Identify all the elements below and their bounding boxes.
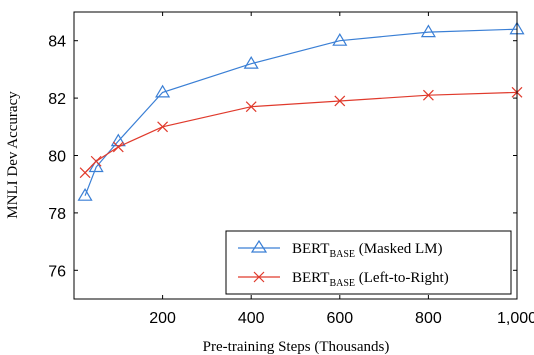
x-axis-title: Pre-training Steps (Thousands) [203, 339, 390, 355]
data-point-masked-lm [77, 188, 93, 201]
x-tick-label: 800 [415, 310, 442, 327]
data-point-masked-lm [332, 33, 348, 46]
legend-label-left-to-right-main: BERT [292, 270, 329, 286]
data-point-left-to-right [90, 155, 102, 167]
legend-box [225, 230, 512, 295]
svg-text:BERTBASE (Left-to-Right): BERTBASE (Left-to-Right) [292, 270, 449, 289]
legend-label-left-to-right-suffix: (Left-to-Right) [355, 270, 449, 286]
legend: BERTBASE (Masked LM) BERTBASE (Left-to-R… [225, 230, 512, 295]
y-axis-title: MNLI Dev Accuracy [5, 91, 21, 219]
x-tick-label: 400 [238, 310, 265, 327]
y-tick-label: 80 [48, 149, 66, 166]
legend-label-masked-lm-sub: BASE [329, 249, 355, 260]
series-layer [77, 21, 525, 201]
data-point-masked-lm [155, 84, 171, 98]
data-point-left-to-right [112, 141, 124, 153]
y-tick-label: 82 [48, 91, 66, 108]
y-tick-label: 76 [48, 263, 66, 280]
data-point-masked-lm [88, 159, 104, 173]
data-point-left-to-right [157, 121, 169, 133]
legend-label-left-to-right-sub: BASE [329, 278, 355, 289]
svg-text:BERTBASE (Masked LM): BERTBASE (Masked LM) [292, 241, 442, 260]
x-tick-label: 1,000 [497, 310, 534, 327]
data-point-masked-lm [420, 24, 436, 38]
series-line-masked-lm [84, 28, 518, 196]
series-line-left-to-right [84, 91, 518, 174]
legend-label-masked-lm-main: BERT [292, 241, 329, 257]
y-tick-label: 84 [48, 34, 66, 51]
data-point-left-to-right [422, 89, 434, 101]
x-tick-label: 200 [149, 310, 176, 327]
triangle-marker-icon [250, 239, 268, 253]
data-point-left-to-right [79, 167, 91, 179]
ticks-layer: 200 400 600 800 1,000 76 78 80 82 84 [48, 12, 534, 327]
plot-frame [73, 11, 518, 300]
x-marker-icon [253, 271, 265, 283]
data-point-masked-lm [243, 55, 259, 69]
data-point-left-to-right [334, 95, 346, 107]
data-point-left-to-right [245, 101, 257, 113]
legend-entry-left-to-right: BERTBASE (Left-to-Right) [238, 270, 449, 289]
data-point-masked-lm [110, 133, 126, 147]
x-tick-label: 600 [326, 310, 353, 327]
y-tick-label: 78 [48, 206, 66, 223]
legend-label-masked-lm-suffix: (Masked LM) [355, 241, 442, 257]
legend-entry-masked-lm: BERTBASE (Masked LM) [238, 239, 442, 260]
